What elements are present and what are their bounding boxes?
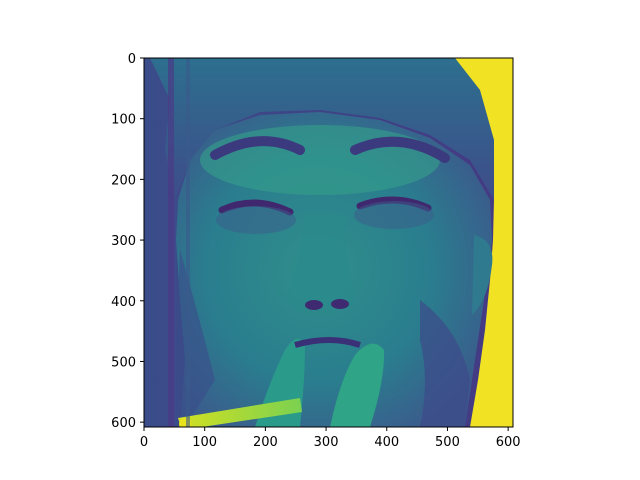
left-eye-shadow (216, 206, 296, 234)
hand-finger-right (330, 343, 385, 427)
y-axis: 0 100 200 300 400 500 600 (111, 52, 144, 431)
right-eye-shadow (354, 201, 434, 229)
right-ear-region (472, 235, 493, 315)
x-axis: 0 100 200 300 400 500 600 (140, 427, 521, 450)
bright-background-region (455, 58, 513, 427)
nose (287, 215, 356, 310)
right-eyebrow (350, 136, 450, 163)
image-area (144, 58, 513, 427)
y-tick-label: 100 (111, 113, 136, 128)
right-nostril (331, 299, 349, 309)
axes-frame (143, 57, 514, 428)
background-stripe-2 (186, 58, 190, 427)
y-tick-label: 600 (111, 416, 136, 431)
hair-region (150, 58, 494, 200)
x-tick-label: 100 (192, 435, 217, 450)
background-stripe-1 (168, 58, 174, 427)
forehead-highlight (200, 125, 440, 195)
cigarette (178, 398, 302, 427)
x-tick-label: 0 (140, 435, 148, 450)
y-tick-label: 300 (111, 234, 136, 249)
left-cheek-shadow (176, 250, 215, 427)
left-eyebrow (210, 136, 305, 160)
x-tick-label: 500 (435, 435, 460, 450)
x-tick-label: 200 (253, 435, 278, 450)
y-tick-label: 0 (128, 52, 136, 67)
y-tick-label: 400 (111, 295, 136, 310)
y-tick-label: 500 (111, 355, 136, 370)
left-nostril (305, 300, 323, 310)
x-tick-label: 600 (496, 435, 521, 450)
left-eye (218, 199, 294, 216)
mouth (294, 337, 361, 348)
x-tick-label: 300 (314, 435, 339, 450)
x-tick-label: 400 (374, 435, 399, 450)
y-tick-label: 200 (111, 173, 136, 188)
beard-region (420, 300, 470, 427)
